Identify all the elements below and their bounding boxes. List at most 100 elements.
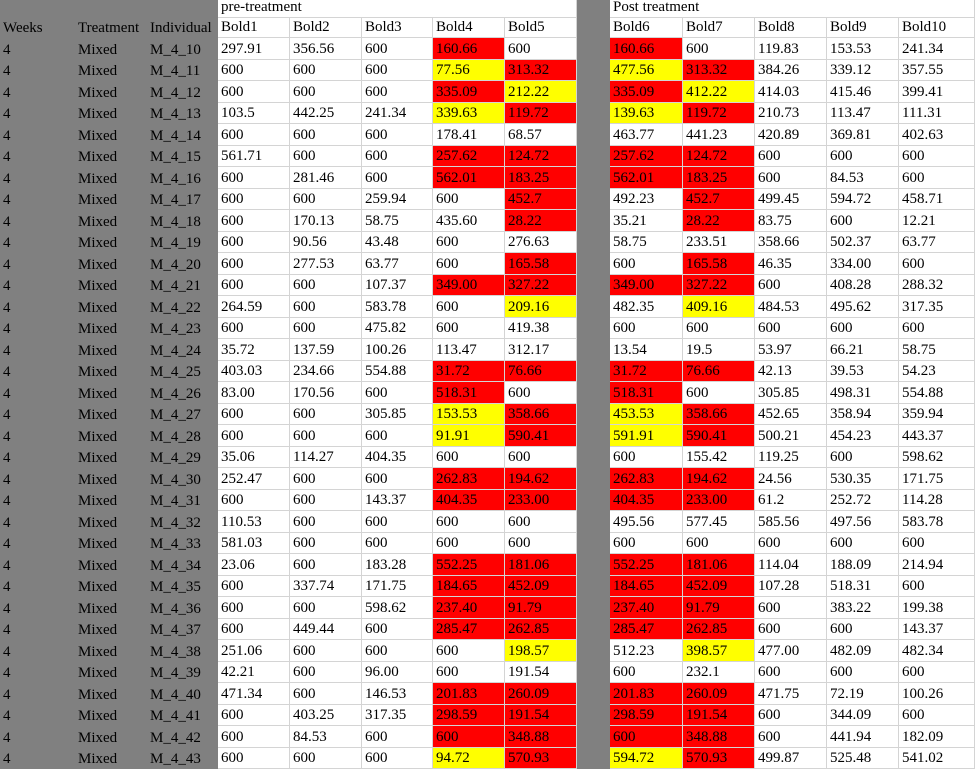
bold6-cell[interactable]: 257.62 [610,145,683,167]
bold2-cell[interactable]: 600 [290,296,362,318]
bold5-cell[interactable]: 260.09 [505,683,577,705]
bold3-cell[interactable]: 600 [362,59,433,81]
bold4-cell[interactable]: 552.25 [433,554,505,576]
bold6-cell[interactable]: 160.66 [610,38,683,60]
bold5-cell[interactable]: 600 [505,38,577,60]
bold5-cell[interactable]: 600 [505,446,577,468]
bold2-cell[interactable]: 403.25 [290,704,362,726]
individual-cell[interactable]: M_4_14 [147,124,218,146]
bold1-cell[interactable]: 600 [218,618,290,640]
bold9-cell[interactable]: 482.09 [827,640,899,662]
bold3-cell[interactable]: 183.28 [362,554,433,576]
individual-cell[interactable]: M_4_30 [147,468,218,490]
bold6-cell[interactable]: 404.35 [610,489,683,511]
bold8-cell[interactable]: 471.75 [755,683,827,705]
bold8-cell[interactable]: 484.53 [755,296,827,318]
bold8-cell[interactable]: 384.26 [755,59,827,81]
bold1-cell[interactable]: 600 [218,704,290,726]
bold3-cell[interactable]: 241.34 [362,102,433,124]
weeks-cell[interactable]: 4 [0,661,75,683]
bold6-cell[interactable]: 463.77 [610,124,683,146]
individual-cell[interactable]: M_4_23 [147,317,218,339]
bold1-cell[interactable]: 600 [218,231,290,253]
bold7-cell[interactable]: 19.5 [683,339,755,361]
bold3-cell[interactable]: 259.94 [362,188,433,210]
bold8-cell[interactable]: 420.89 [755,124,827,146]
bold10-cell[interactable]: 357.55 [899,59,975,81]
bold10-cell[interactable]: 482.34 [899,640,975,662]
individual-cell[interactable]: M_4_43 [147,747,218,769]
bold9-cell[interactable]: 344.09 [827,704,899,726]
bold9-cell[interactable]: 39.53 [827,360,899,382]
bold5-cell[interactable]: 452.09 [505,575,577,597]
bold3-cell[interactable]: 554.88 [362,360,433,382]
treatment-cell[interactable]: Mixed [75,640,147,662]
bold8-cell[interactable]: 114.04 [755,554,827,576]
bold3-cell[interactable]: 600 [362,532,433,554]
bold10-cell[interactable]: 443.37 [899,425,975,447]
treatment-cell[interactable]: Mixed [75,296,147,318]
weeks-cell[interactable]: 4 [0,554,75,576]
bold7-cell[interactable]: 262.85 [683,618,755,640]
bold5-cell[interactable]: 165.58 [505,253,577,275]
weeks-cell[interactable]: 4 [0,747,75,769]
weeks-cell[interactable]: 4 [0,704,75,726]
bold7-cell[interactable]: 165.58 [683,253,755,275]
treatment-cell[interactable]: Mixed [75,425,147,447]
bold6-cell[interactable]: 477.56 [610,59,683,81]
bold5-cell[interactable]: 194.62 [505,468,577,490]
bold10-cell[interactable]: 554.88 [899,382,975,404]
bold6-cell[interactable]: 495.56 [610,511,683,533]
bold10-cell[interactable]: 143.37 [899,618,975,640]
weeks-cell[interactable]: 4 [0,446,75,468]
bold4-cell[interactable]: 178.41 [433,124,505,146]
bold6-cell[interactable]: 139.63 [610,102,683,124]
bold4-cell[interactable]: 153.53 [433,403,505,425]
weeks-cell[interactable]: 4 [0,317,75,339]
bold4-cell[interactable]: 257.62 [433,145,505,167]
bold6-cell[interactable]: 201.83 [610,683,683,705]
bold2-cell[interactable]: 449.44 [290,618,362,640]
bold3-cell[interactable]: 600 [362,124,433,146]
column-header-bold10[interactable]: Bold10 [899,18,975,38]
bold7-cell[interactable]: 124.72 [683,145,755,167]
bold5-cell[interactable]: 28.22 [505,210,577,232]
bold2-cell[interactable]: 356.56 [290,38,362,60]
bold2-cell[interactable]: 90.56 [290,231,362,253]
individual-cell[interactable]: M_4_32 [147,511,218,533]
bold2-cell[interactable]: 600 [290,747,362,769]
bold5-cell[interactable]: 276.63 [505,231,577,253]
bold8-cell[interactable]: 210.73 [755,102,827,124]
bold2-cell[interactable]: 84.53 [290,726,362,748]
bold1-cell[interactable]: 42.21 [218,661,290,683]
bold1-cell[interactable]: 600 [218,188,290,210]
bold7-cell[interactable]: 91.79 [683,597,755,619]
column-header-bold9[interactable]: Bold9 [827,18,899,38]
individual-cell[interactable]: M_4_24 [147,339,218,361]
bold3-cell[interactable]: 583.78 [362,296,433,318]
bold3-cell[interactable]: 107.37 [362,274,433,296]
bold8-cell[interactable]: 42.13 [755,360,827,382]
treatment-cell[interactable]: Mixed [75,231,147,253]
column-header-bold6[interactable]: Bold6 [610,18,683,38]
individual-cell[interactable]: M_4_20 [147,253,218,275]
individual-cell[interactable]: M_4_26 [147,382,218,404]
bold6-cell[interactable]: 31.72 [610,360,683,382]
bold4-cell[interactable]: 285.47 [433,618,505,640]
bold9-cell[interactable]: 525.48 [827,747,899,769]
bold9-cell[interactable]: 408.28 [827,274,899,296]
bold9-cell[interactable]: 518.31 [827,575,899,597]
individual-cell[interactable]: M_4_15 [147,145,218,167]
individual-cell[interactable]: M_4_22 [147,296,218,318]
bold3-cell[interactable]: 600 [362,382,433,404]
bold1-cell[interactable]: 600 [218,597,290,619]
bold1-cell[interactable]: 600 [218,726,290,748]
bold3-cell[interactable]: 404.35 [362,446,433,468]
bold6-cell[interactable]: 262.83 [610,468,683,490]
bold6-cell[interactable]: 58.75 [610,231,683,253]
treatment-cell[interactable]: Mixed [75,554,147,576]
bold10-cell[interactable]: 171.75 [899,468,975,490]
bold4-cell[interactable]: 113.47 [433,339,505,361]
bold9-cell[interactable]: 383.22 [827,597,899,619]
bold1-cell[interactable]: 35.06 [218,446,290,468]
